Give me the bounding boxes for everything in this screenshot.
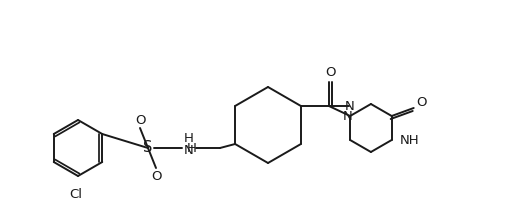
Text: H: H	[184, 131, 194, 145]
Text: O: O	[151, 170, 161, 182]
Text: N: N	[345, 99, 355, 112]
Text: S: S	[143, 140, 153, 155]
Text: O: O	[135, 114, 145, 126]
Text: NH: NH	[400, 133, 419, 146]
Text: Cl: Cl	[70, 188, 82, 201]
Text: O: O	[417, 97, 427, 109]
Text: O: O	[325, 66, 336, 80]
Text: N: N	[343, 109, 353, 123]
Text: N: N	[184, 143, 194, 157]
Text: H: H	[187, 141, 197, 155]
